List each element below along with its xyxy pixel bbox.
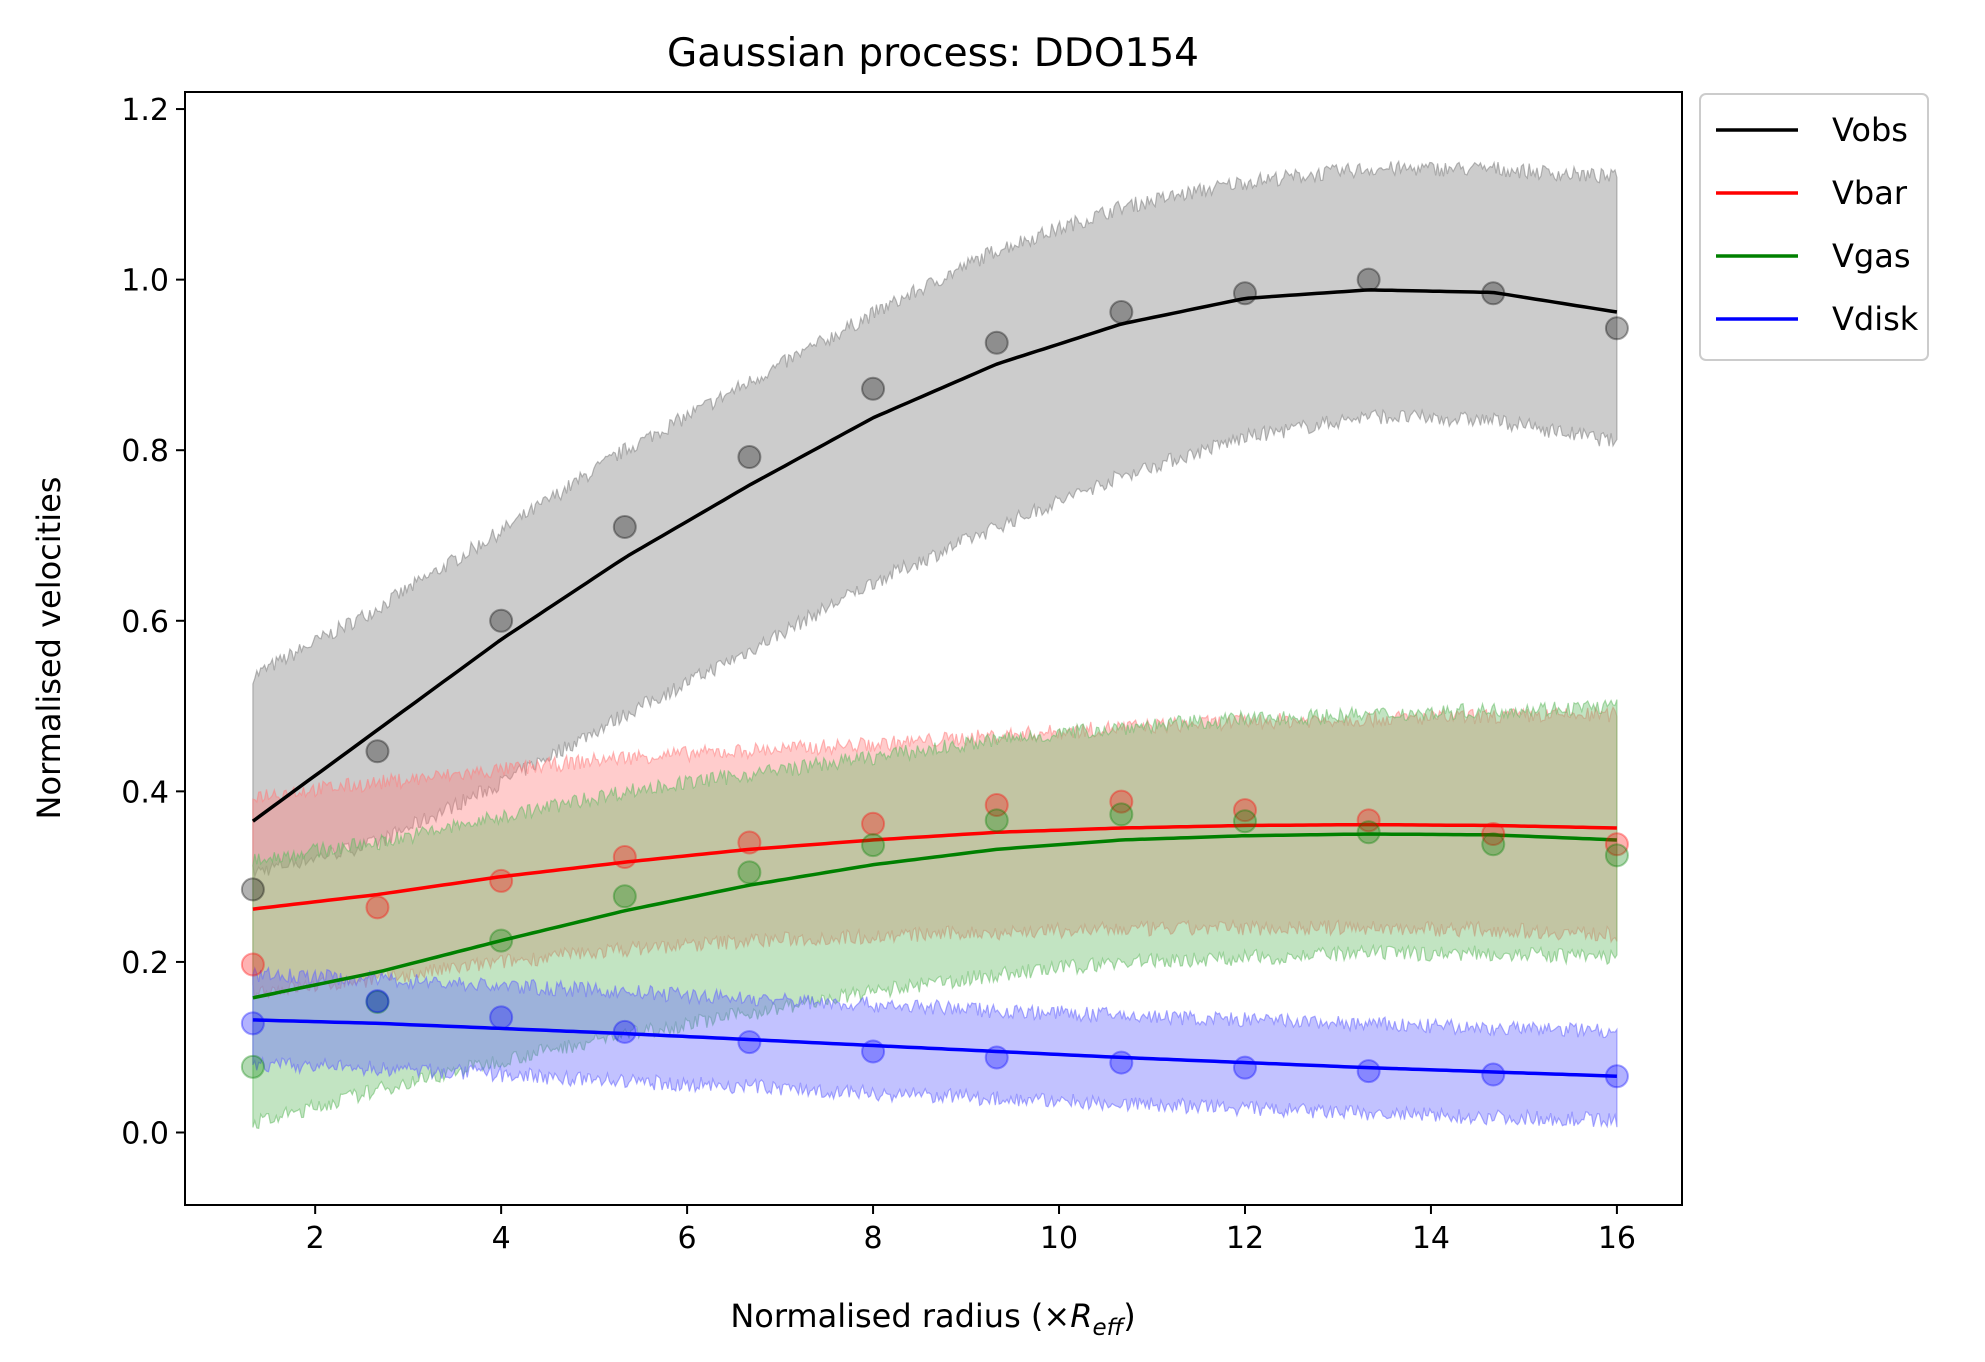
point-vgas-0 bbox=[240, 1054, 265, 1079]
data-points bbox=[240, 267, 1629, 1089]
y-tick-label: 0.6 bbox=[121, 605, 169, 640]
point-vgas-11 bbox=[1604, 843, 1629, 868]
y-tick-label: 0.4 bbox=[121, 775, 169, 810]
curve-vobs bbox=[251, 288, 1618, 823]
point-vobs-10 bbox=[1481, 281, 1506, 306]
x-tick-label: 6 bbox=[678, 1221, 697, 1256]
x-axis-label: Normalised radius (×Reff) bbox=[730, 1297, 1135, 1341]
point-vobs-5 bbox=[861, 376, 886, 401]
y-axis-label: Normalised velocities bbox=[30, 477, 68, 820]
point-vdisk-2 bbox=[489, 1005, 514, 1030]
point-vdisk-0 bbox=[240, 1011, 265, 1036]
x-tick-label: 4 bbox=[492, 1221, 511, 1256]
point-vbar-3 bbox=[612, 845, 637, 870]
point-vobs-6 bbox=[984, 330, 1009, 355]
band-vgas bbox=[252, 698, 1618, 1130]
point-vbar-1 bbox=[365, 895, 390, 920]
point-vobs-3 bbox=[612, 514, 637, 539]
x-tick-label: 16 bbox=[1598, 1221, 1636, 1256]
point-vbar-9 bbox=[1356, 808, 1381, 833]
x-tick-label: 2 bbox=[306, 1221, 325, 1256]
y-axis-ticks: 0.0 0.2 0.4 0.6 0.8 1.0 1.2 bbox=[121, 93, 185, 1152]
legend-label-vobs: Vobs bbox=[1832, 111, 1908, 149]
x-axis-label-end: ) bbox=[1123, 1297, 1135, 1335]
point-vbar-10 bbox=[1481, 822, 1506, 846]
point-vgas-4 bbox=[737, 860, 762, 885]
point-vdisk-4 bbox=[737, 1030, 762, 1055]
point-vbar-6 bbox=[984, 793, 1009, 818]
legend-box bbox=[1699, 93, 1929, 361]
point-vdisk-5 bbox=[861, 1039, 886, 1064]
point-vdisk-1 bbox=[365, 989, 390, 1014]
point-vdisk-7 bbox=[1109, 1050, 1134, 1075]
point-vgas-6 bbox=[984, 808, 1009, 833]
confidence-bands bbox=[252, 159, 1618, 1130]
legend: Vobs Vbar Vgas Vdisk bbox=[1699, 93, 1929, 361]
x-axis-ticks: 2 4 6 8 10 12 14 16 bbox=[306, 1205, 1636, 1256]
y-tick-label: 0.0 bbox=[121, 1117, 169, 1152]
x-axis-label-main: Normalised radius (× bbox=[730, 1297, 1070, 1335]
point-vdisk-11 bbox=[1604, 1064, 1629, 1089]
point-vobs-11 bbox=[1604, 316, 1629, 341]
point-vobs-1 bbox=[365, 739, 390, 764]
point-vobs-4 bbox=[737, 445, 762, 470]
point-vbar-8 bbox=[1232, 798, 1257, 823]
point-vbar-5 bbox=[861, 811, 886, 836]
x-tick-label: 14 bbox=[1412, 1221, 1450, 1256]
point-vgas-10 bbox=[1481, 832, 1506, 857]
point-vgas-3 bbox=[612, 884, 637, 909]
point-vdisk-8 bbox=[1232, 1055, 1257, 1080]
y-tick-label: 1.0 bbox=[121, 264, 169, 299]
point-vgas-9 bbox=[1356, 820, 1381, 845]
curve-vgas bbox=[252, 832, 1617, 1000]
point-vgas-1 bbox=[365, 990, 390, 1015]
gp-curves bbox=[251, 288, 1618, 1078]
point-vbar-7 bbox=[1109, 789, 1134, 814]
point-vobs-8 bbox=[1232, 281, 1257, 306]
x-tick-label: 8 bbox=[864, 1221, 883, 1256]
point-vbar-11 bbox=[1604, 832, 1629, 857]
point-vobs-9 bbox=[1356, 267, 1381, 292]
chart-title: Gaussian process: DDO154 bbox=[667, 31, 1199, 76]
point-vdisk-3 bbox=[612, 1019, 637, 1044]
y-tick-label: 1.2 bbox=[121, 93, 169, 128]
x-axis-label-symbol: R bbox=[1070, 1297, 1092, 1335]
y-tick-label: 0.8 bbox=[121, 434, 169, 469]
point-vobs-0 bbox=[240, 877, 265, 902]
curve-vbar bbox=[252, 822, 1617, 911]
point-vobs-7 bbox=[1109, 300, 1134, 325]
legend-label-vdisk: Vdisk bbox=[1832, 300, 1919, 338]
x-axis-label-subscript: eff bbox=[1092, 1315, 1125, 1341]
y-tick-label: 0.2 bbox=[121, 946, 169, 981]
x-tick-label: 12 bbox=[1226, 1221, 1264, 1256]
point-vdisk-10 bbox=[1481, 1062, 1506, 1087]
plot-frame bbox=[184, 91, 1683, 1206]
point-vbar-4 bbox=[737, 830, 762, 855]
legend-label-vgas: Vgas bbox=[1832, 237, 1910, 275]
point-vgas-5 bbox=[861, 833, 886, 858]
curve-vdisk bbox=[252, 1018, 1617, 1078]
point-vbar-0 bbox=[240, 952, 265, 977]
x-tick-label: 10 bbox=[1040, 1221, 1078, 1256]
point-vgas-7 bbox=[1109, 802, 1134, 827]
legend-label-vbar: Vbar bbox=[1832, 174, 1908, 212]
point-vgas-8 bbox=[1232, 809, 1257, 834]
point-vgas-2 bbox=[489, 928, 514, 953]
point-vbar-2 bbox=[489, 868, 514, 893]
point-vobs-2 bbox=[489, 608, 514, 633]
point-vdisk-6 bbox=[984, 1045, 1009, 1070]
band-vobs bbox=[252, 159, 1618, 879]
point-vdisk-9 bbox=[1356, 1059, 1381, 1084]
